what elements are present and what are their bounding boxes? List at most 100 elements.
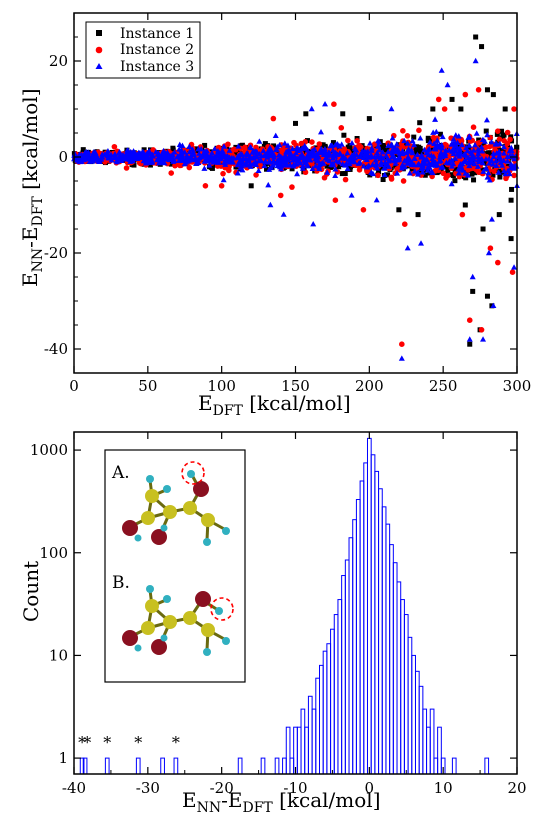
ylabel-sub1: NN bbox=[30, 248, 46, 273]
scatter-point bbox=[424, 167, 431, 173]
scatter-point bbox=[465, 154, 472, 161]
scatter-point bbox=[168, 170, 175, 176]
scatter-point bbox=[291, 153, 298, 159]
hx-sub2: DFT bbox=[242, 800, 273, 816]
histogram-bar bbox=[333, 614, 339, 775]
scatter-point bbox=[338, 125, 345, 131]
scatter-point bbox=[490, 150, 497, 156]
scatter-point bbox=[206, 162, 213, 168]
scatter-point bbox=[203, 147, 210, 154]
scatter-point bbox=[321, 174, 328, 181]
molecule-b-icon bbox=[122, 585, 234, 656]
histogram-bar bbox=[352, 519, 357, 775]
scatter-point bbox=[202, 142, 208, 148]
histogram-bar bbox=[374, 470, 380, 775]
scatter-point bbox=[123, 165, 130, 171]
scatter-point bbox=[281, 161, 288, 168]
scatter-point bbox=[356, 153, 363, 160]
scatter-outlier-point bbox=[480, 336, 487, 342]
inset-box bbox=[104, 449, 246, 683]
scatter-point bbox=[147, 155, 154, 161]
scatter-point bbox=[455, 170, 462, 176]
scatter-point bbox=[309, 139, 315, 145]
scatter-point bbox=[409, 137, 416, 144]
scatter-point bbox=[491, 168, 497, 175]
scatter-point bbox=[381, 165, 388, 171]
scatter-point bbox=[480, 168, 487, 174]
scatter-point bbox=[244, 157, 251, 163]
scatter-point bbox=[442, 150, 449, 156]
scatter-point bbox=[499, 135, 505, 141]
histogram-bar bbox=[392, 562, 398, 775]
scatter-point bbox=[318, 148, 325, 154]
scatter-outlier-point bbox=[462, 202, 468, 208]
scatter-outlier-point bbox=[462, 91, 469, 98]
scatter-point bbox=[189, 146, 196, 152]
scatter-point bbox=[483, 155, 490, 162]
scatter-point bbox=[270, 158, 277, 164]
scatter-point bbox=[361, 150, 368, 157]
scatter-point bbox=[411, 155, 418, 161]
scatter-point bbox=[176, 141, 183, 147]
scatter-point bbox=[495, 169, 502, 175]
molecule-inset: A. B. bbox=[104, 449, 246, 683]
histogram-y-axis-label: Count bbox=[19, 561, 43, 622]
scatter-point bbox=[255, 157, 262, 163]
histogram-bar bbox=[322, 650, 328, 775]
scatter-point bbox=[281, 140, 288, 146]
histogram-bar bbox=[407, 636, 413, 775]
legend-marker-triangle bbox=[95, 63, 103, 69]
scatter-outlier-point bbox=[399, 341, 405, 348]
scatter-point bbox=[475, 168, 481, 175]
histogram-bar bbox=[359, 480, 365, 775]
scatter-point bbox=[286, 147, 293, 153]
scatter-point bbox=[330, 140, 336, 146]
histogram-bar bbox=[326, 643, 332, 775]
scatter-y-axis-label: ENN-EDFT [kcal/mol] bbox=[18, 89, 46, 288]
scatter-outlier-point bbox=[202, 183, 209, 189]
scatter-outlier-point bbox=[438, 67, 445, 73]
scatter-point bbox=[445, 167, 451, 173]
scatter-point bbox=[426, 145, 433, 152]
scatter-point bbox=[113, 158, 120, 165]
scatter-point bbox=[344, 149, 351, 156]
scatter-point bbox=[223, 156, 230, 162]
scatter-outlier-point bbox=[478, 327, 485, 333]
scatter-point bbox=[237, 151, 244, 157]
scatter-point bbox=[436, 154, 443, 160]
scatter-point bbox=[244, 150, 251, 156]
scatter-point bbox=[264, 154, 271, 160]
histogram-x-tick-label: -20 bbox=[210, 779, 234, 797]
histogram-bar bbox=[385, 523, 391, 775]
scatter-point bbox=[289, 145, 296, 152]
legend-label-2: Instance 2 bbox=[120, 42, 194, 58]
scatter-point bbox=[324, 169, 331, 175]
scatter-point bbox=[404, 140, 411, 146]
scatter-point bbox=[86, 158, 93, 164]
scatter-point bbox=[375, 172, 381, 179]
scatter-point bbox=[347, 144, 353, 150]
scatter-x-tick-label: 100 bbox=[207, 377, 236, 395]
scatter-point bbox=[165, 156, 172, 162]
scatter-point bbox=[479, 159, 486, 166]
scatter-point bbox=[499, 162, 506, 168]
scatter-point bbox=[198, 145, 205, 152]
scatter-point bbox=[271, 143, 277, 149]
scatter-point bbox=[500, 143, 507, 150]
scatter-point bbox=[411, 168, 418, 174]
scatter-point bbox=[461, 151, 468, 157]
scatter-point bbox=[440, 170, 447, 177]
scatter-x-tick-label: 300 bbox=[503, 377, 532, 395]
histogram-bar bbox=[160, 757, 165, 775]
scatter-point bbox=[488, 157, 495, 163]
scatter-point bbox=[501, 167, 508, 174]
scatter-point bbox=[484, 174, 491, 180]
scatter-point bbox=[111, 143, 118, 150]
scatter-point bbox=[389, 135, 396, 141]
scatter-outlier-point bbox=[466, 317, 473, 324]
scatter-point bbox=[267, 152, 274, 159]
scatter-point bbox=[385, 163, 392, 169]
scatter-point bbox=[401, 137, 408, 144]
histogram-asterisk: * bbox=[103, 733, 111, 752]
scatter-point bbox=[184, 158, 191, 164]
